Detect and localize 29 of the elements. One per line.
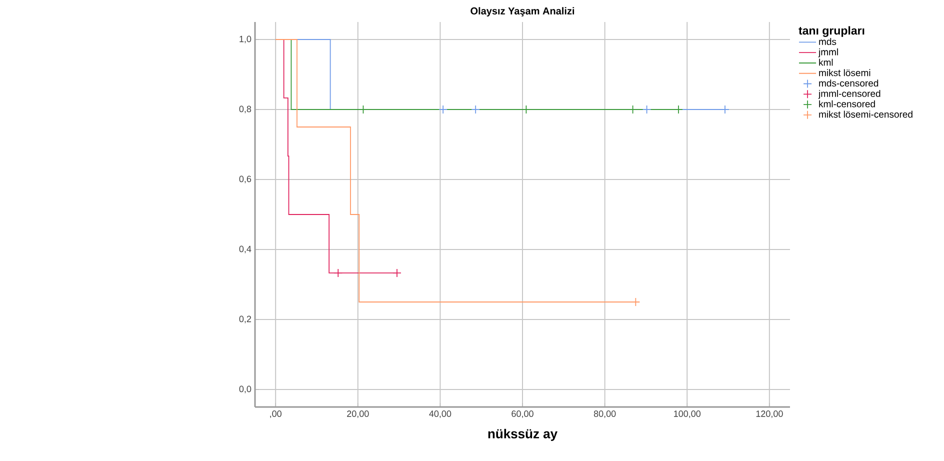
legend-label: kml-censored [819, 100, 875, 108]
legend-label: jmml [818, 48, 838, 58]
legend-label: jmml-censored [818, 90, 880, 99]
x-tick-label: 20,00 [347, 410, 369, 418]
x-tick-label: 120,00 [756, 410, 783, 418]
y-tick-label: 0,4 [239, 246, 252, 254]
point [438, 105, 448, 114]
point [642, 105, 652, 114]
x-tick-label: 80,00 [594, 410, 616, 418]
y-tick-label: 0,6 [239, 176, 252, 184]
x-tick-label: ,00 [270, 410, 282, 418]
y-tick-label: 0,2 [239, 316, 252, 324]
legend-label: mikst lösemi-censored [819, 110, 912, 118]
point [334, 268, 343, 278]
y-tick-label: 0,0 [239, 386, 252, 394]
legend-title: tanı grupları [798, 26, 864, 37]
legend-label: mds [819, 38, 836, 46]
y-tick-label: 1,0 [240, 36, 252, 44]
chart-title: Olaysız Yaşam Analizi [470, 7, 574, 16]
legend-label: mikst lösemi [819, 69, 870, 76]
x-tick-label: 100,00 [674, 410, 701, 418]
legend-label: mds-censored [819, 80, 878, 87]
legend-label: kml [819, 58, 833, 66]
x-tick-label: 40,00 [429, 410, 452, 418]
point [392, 268, 402, 278]
point [471, 105, 480, 114]
x-axis-title: nükssüz ay [488, 428, 558, 441]
y-tick-label: 0,8 [239, 106, 252, 114]
x-tick-label: 60,00 [512, 410, 534, 418]
